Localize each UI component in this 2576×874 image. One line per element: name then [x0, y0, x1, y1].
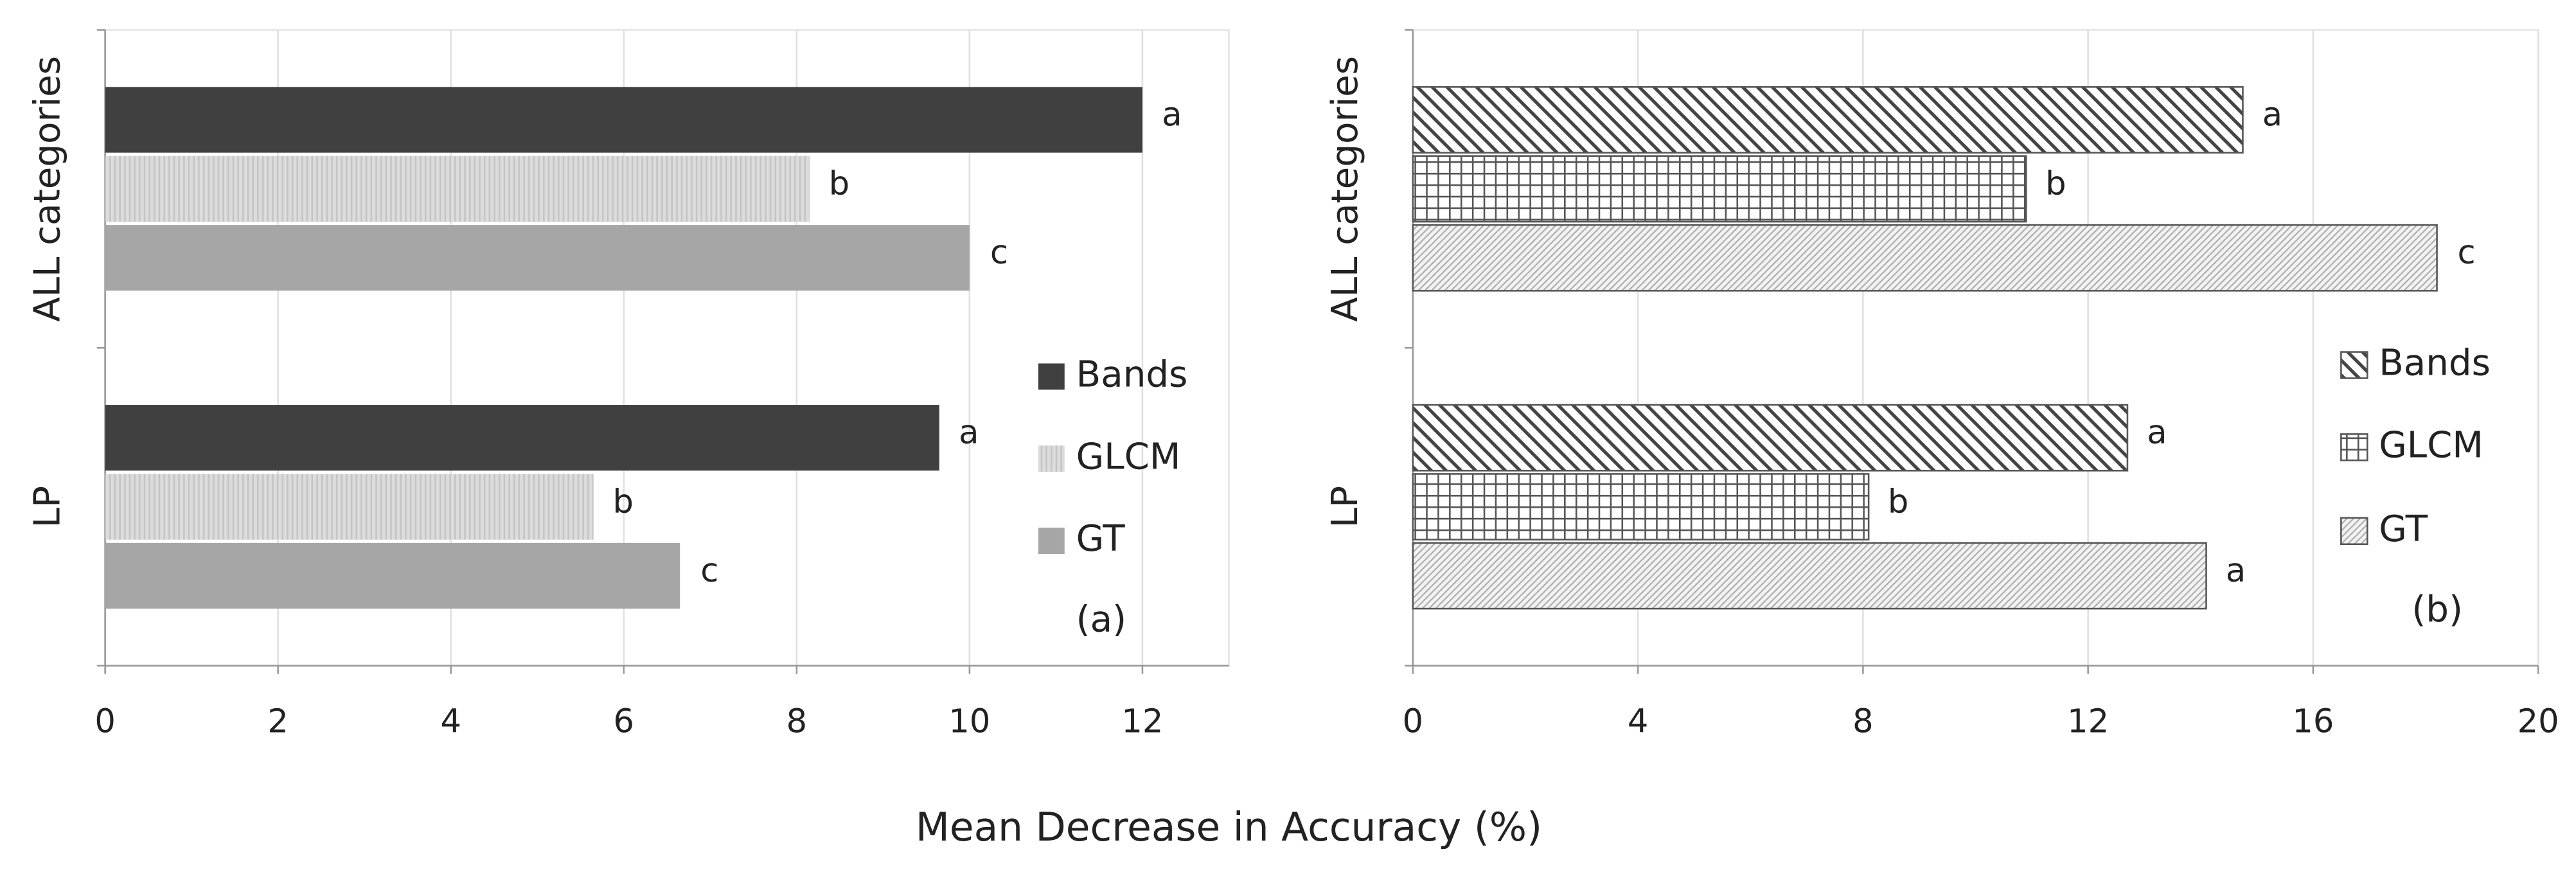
bar-letter: b	[612, 483, 633, 521]
panel-label: (a)	[1076, 599, 1126, 641]
legend-swatch	[1038, 528, 1065, 555]
bar	[105, 542, 680, 609]
bar-letter: a	[959, 414, 979, 452]
bar	[1412, 542, 2207, 610]
bar	[1412, 404, 2129, 472]
bar-letter: a	[1162, 96, 1182, 134]
legend-label: GLCM	[2379, 425, 2483, 467]
panel-label: (b)	[2412, 589, 2463, 630]
bar	[105, 87, 1142, 153]
legend-swatch	[1038, 445, 1065, 472]
x-axis-title: Mean Decrease in Accuracy (%)	[916, 805, 1542, 850]
bar	[105, 474, 594, 540]
x-tick-label: 20	[2518, 702, 2559, 740]
legend-swatch	[2340, 517, 2368, 546]
bar	[1412, 224, 2438, 292]
y-tick-label: ALL categories	[1324, 56, 1366, 322]
x-tick-label: 10	[948, 702, 990, 740]
bar-letter: b	[1888, 483, 1908, 521]
x-tick-label: 0	[94, 702, 116, 740]
bar	[105, 225, 970, 291]
x-tick-label: 8	[786, 702, 808, 740]
bar-letter: a	[2226, 552, 2246, 590]
legend-label: GT	[1076, 518, 1126, 560]
x-tick-label: 4	[440, 702, 461, 740]
bar-letter: b	[829, 165, 849, 203]
legend-swatch	[2340, 351, 2368, 379]
legend-swatch	[2340, 433, 2368, 461]
x-tick-label: 12	[2067, 702, 2109, 740]
y-tick-label: LP	[26, 486, 68, 528]
bar-letter: a	[2262, 96, 2282, 134]
y-tick-label: ALL categories	[26, 56, 68, 322]
x-tick-label: 8	[1852, 702, 1874, 740]
bar	[105, 405, 939, 471]
y-tick-label: LP	[1324, 486, 1366, 528]
x-tick-label: 16	[2292, 702, 2334, 740]
bar	[1412, 473, 1870, 540]
bar	[105, 156, 810, 222]
bar	[1412, 86, 2244, 154]
x-tick-label: 2	[267, 702, 289, 740]
legend-label: Bands	[2379, 343, 2491, 384]
bar-letter: c	[700, 552, 718, 590]
bar-letter: c	[2458, 234, 2476, 272]
bar	[1412, 155, 2027, 223]
x-tick-label: 6	[614, 702, 635, 740]
legend-swatch	[1038, 363, 1065, 390]
x-tick-label: 4	[1628, 702, 1649, 740]
bar-letter: b	[2045, 165, 2066, 203]
legend-label: GT	[2379, 508, 2428, 550]
legend-label: GLCM	[1076, 436, 1181, 477]
bar-letter: a	[2147, 414, 2167, 452]
x-tick-label: 12	[1121, 702, 1163, 740]
bar-letter: c	[990, 234, 1008, 272]
legend-label: Bands	[1076, 354, 1188, 396]
x-tick-label: 0	[1403, 702, 1424, 740]
